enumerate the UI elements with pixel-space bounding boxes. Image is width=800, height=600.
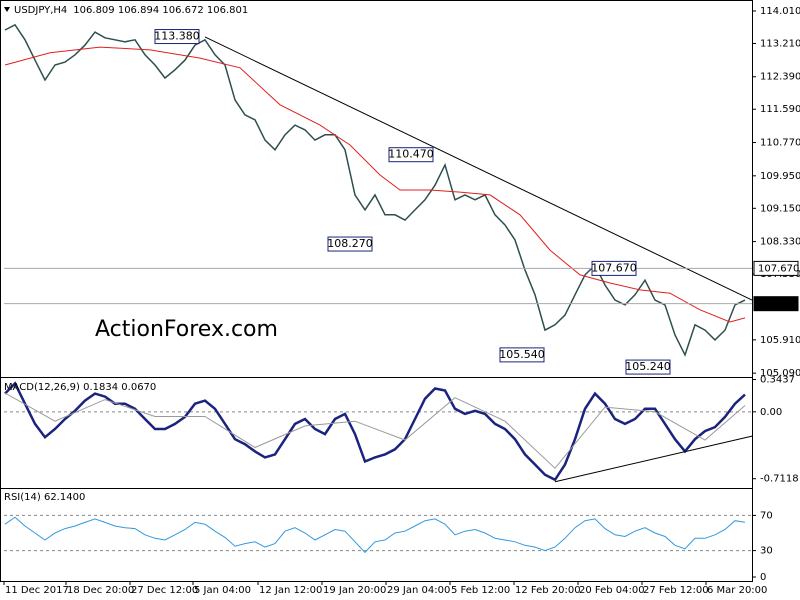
x-tick-label: 11 Dec 2017	[5, 585, 69, 596]
annotation-box	[388, 147, 434, 163]
trendline	[204, 36, 753, 301]
annotation-box	[499, 347, 545, 363]
x-tick-label: 18 Dec 20:00	[67, 585, 134, 596]
x-tick-label: 6 Mar 20:00	[707, 585, 767, 596]
x-tick-label: 5 Jan 04:00	[194, 585, 251, 596]
frame	[0, 0, 753, 582]
y-tick-label: -0.7118	[760, 474, 799, 485]
panel-title: USDJPY,H4	[14, 5, 67, 16]
annotation-label: 108.270	[327, 237, 373, 250]
y-tick-label: 105.910	[760, 335, 800, 346]
annotation-label: 110.470	[388, 148, 434, 161]
price-tag	[753, 296, 799, 312]
y-tick-label: 114.010	[760, 6, 800, 17]
y-tick-label: 112.390	[760, 72, 800, 83]
trendline	[554, 435, 753, 483]
y-tick-label: 108.330	[760, 237, 800, 248]
y-tick-label: 70	[760, 510, 773, 521]
series-line	[4, 392, 746, 469]
annotation-box	[591, 260, 637, 276]
annotation-box	[154, 29, 200, 45]
x-tick-label: 12 Jan 12:00	[259, 585, 322, 596]
y-tick-label: 113.210	[760, 38, 800, 49]
series-line	[4, 516, 746, 554]
x-tick-label: 12 Feb 20:00	[515, 585, 581, 596]
y-tick-label: 109.150	[760, 203, 800, 214]
price-tag-label: 107.670	[758, 263, 799, 274]
annotation-label: 105.240	[625, 360, 671, 373]
x-tick-label: 27 Feb 12:00	[643, 585, 709, 596]
annotation-label: 107.670	[591, 261, 637, 274]
x-tick-label: 29 Jan 04:00	[387, 585, 450, 596]
y-tick-label: 111.590	[760, 104, 800, 115]
y-tick-label: 0.3437	[760, 375, 795, 386]
watermark: ActionForex.com	[95, 317, 278, 342]
x-tick-label: 19 Jan 20:00	[323, 585, 386, 596]
dropdown-icon	[4, 7, 10, 12]
x-tick-label: 27 Dec 12:00	[131, 585, 198, 596]
y-tick-label: 30	[760, 546, 773, 557]
y-tick-label: 0	[760, 572, 766, 583]
y-tick-label: 109.950	[760, 171, 800, 182]
x-tick-label: 5 Feb 12:00	[451, 585, 510, 596]
annotation-label: 105.540	[499, 348, 545, 361]
price-tag	[753, 260, 799, 276]
panel-title: RSI(14) 62.1400	[4, 492, 85, 503]
panel-subtitle: 106.809 106.894 106.672 106.801	[73, 5, 248, 16]
annotation-label: 113.380	[154, 30, 200, 43]
annotation-box	[625, 359, 671, 375]
y-tick-label: 0.00	[760, 407, 782, 418]
x-tick-label: 20 Feb 04:00	[579, 585, 645, 596]
y-tick-label: 110.770	[760, 138, 800, 149]
panel-title: MACD(12,26,9) 0.1834 0.0670	[4, 382, 156, 393]
price-tag-label: 106.801	[758, 299, 799, 310]
y-tick-label: 105.090	[760, 368, 800, 379]
series-line	[4, 46, 746, 323]
series-line	[4, 381, 746, 482]
annotation-box	[327, 236, 373, 252]
